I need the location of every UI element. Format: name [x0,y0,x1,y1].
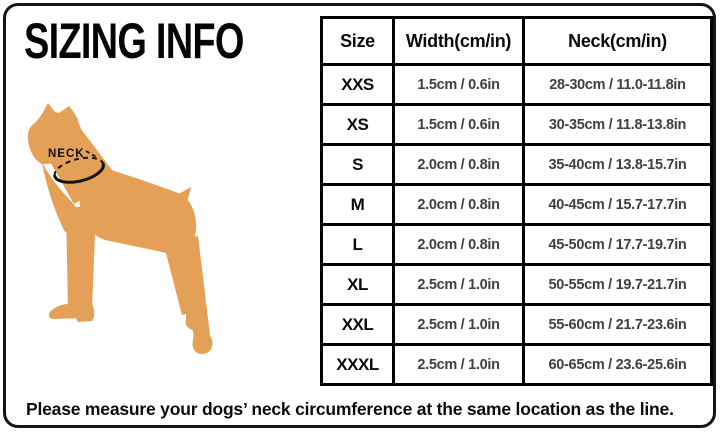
column-header-size: Size [320,16,395,66]
width-cell: 2.5cm / 1.0in [392,263,525,306]
size-cell: XS [320,103,395,146]
width-cell: 2.0cm / 0.8in [392,143,525,186]
neck-measure-line [53,150,105,184]
neck-cell: 35-40cm / 13.8-15.7in [522,143,713,186]
page-title: SIZING INFO [24,13,244,69]
dog-body-shapes [27,103,213,354]
size-cell: L [320,223,395,266]
dog-silhouette: NECK [27,103,213,354]
neck-cell: 40-45cm / 15.7-17.7in [522,183,713,226]
width-cell: 1.5cm / 0.6in [392,103,525,146]
width-cell: 1.5cm / 0.6in [392,63,525,106]
neck-label: NECK [48,148,85,160]
neck-cell: 28-30cm / 11.0-11.8in [522,63,713,106]
dog-illustration: NECK [10,100,310,390]
size-cell: XXXL [320,343,395,386]
width-cell: 2.0cm / 0.8in [392,183,525,226]
table-row: XXL 2.5cm / 1.0in 55-60cm / 21.7-23.6in [320,303,713,346]
size-cell: M [320,183,395,226]
size-cell: S [320,143,395,186]
table-row: XXXL 2.5cm / 1.0in 60-65cm / 23.6-25.6in [320,343,713,386]
neck-cell: 50-55cm / 19.7-21.7in [522,263,713,306]
size-cell: XXL [320,303,395,346]
size-cell: XL [320,263,395,306]
neck-cell: 45-50cm / 17.7-19.7in [522,223,713,266]
header-row: Size Width(cm/in) Neck(cm/in) [320,16,713,66]
table-row: L 2.0cm / 0.8in 45-50cm / 17.7-19.7in [320,223,713,266]
column-header-neck: Neck(cm/in) [522,16,713,66]
table-row: M 2.0cm / 0.8in 40-45cm / 15.7-17.7in [320,183,713,226]
table-row: S 2.0cm / 0.8in 35-40cm / 13.8-15.7in [320,143,713,186]
width-cell: 2.5cm / 1.0in [392,343,525,386]
neck-cell: 55-60cm / 21.7-23.6in [522,303,713,346]
width-cell: 2.0cm / 0.8in [392,223,525,266]
sizing-table: Size Width(cm/in) Neck(cm/in) XXS 1.5cm … [320,16,713,386]
table-row: XS 1.5cm / 0.6in 30-35cm / 11.8-13.8in [320,103,713,146]
table-row: XL 2.5cm / 1.0in 50-55cm / 19.7-21.7in [320,263,713,306]
size-cell: XXS [320,63,395,106]
width-cell: 2.5cm / 1.0in [392,303,525,346]
neck-cell: 30-35cm / 11.8-13.8in [522,103,713,146]
column-header-width: Width(cm/in) [392,16,525,66]
table-row: XXS 1.5cm / 0.6in 28-30cm / 11.0-11.8in [320,63,713,106]
neck-cell: 60-65cm / 23.6-25.6in [522,343,713,386]
measurement-note: Please measure your dogs’ neck circumfer… [26,399,674,419]
